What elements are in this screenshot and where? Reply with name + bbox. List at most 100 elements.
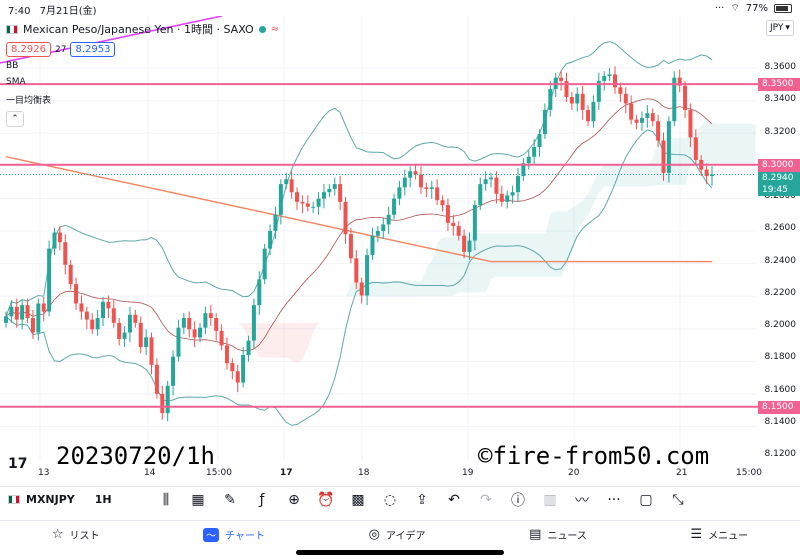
redo-icon[interactable]: ↷ (480, 491, 492, 508)
candle-body (677, 77, 682, 86)
time-axis-label: 19 (462, 468, 474, 478)
candle-body (693, 137, 698, 160)
toolbar-interval[interactable]: 1H (94, 493, 112, 506)
ichimoku-cloud (399, 280, 406, 297)
tab-chart[interactable]: 〜 チャート (203, 527, 265, 542)
chart-legend: Mexican Peso/Japanese Yen · 1時間 · SAXO ≈… (6, 22, 279, 127)
candle-body (203, 313, 208, 328)
tab-news[interactable]: ▤ ニュース (529, 527, 587, 542)
candle-body (424, 187, 429, 189)
candle-body (645, 113, 650, 119)
star-icon: ☆ (51, 527, 64, 542)
grid-layout-icon[interactable]: ▩ (351, 491, 365, 508)
ichimoku-cloud (426, 259, 433, 297)
candle-body (214, 318, 219, 331)
time-axis-label: 18 (358, 468, 370, 478)
currency-select[interactable]: JPY ▾ (766, 20, 794, 36)
ichimoku-cloud (313, 322, 320, 331)
buy-price-button[interactable]: 8.2953 (70, 42, 116, 57)
spread-value: 27 (55, 44, 67, 55)
candle-body (20, 305, 25, 320)
candle-body (117, 322, 122, 339)
ichimoku-cloud (496, 233, 503, 277)
tab-list[interactable]: ☆ リスト (52, 527, 100, 542)
share-icon[interactable]: ⇪ (416, 491, 428, 508)
candle-body (262, 248, 267, 280)
collapse-legend-button[interactable]: ⌃ (6, 111, 24, 127)
price-axis-label: 8.2400 (764, 255, 797, 266)
indicator-ichimoku[interactable]: 一目均衡表 (6, 96, 52, 106)
candle-body (138, 322, 143, 348)
trade-boxes: 8.2926 27 8.2953 (6, 42, 279, 57)
add-circle-icon[interactable]: ⊕ (288, 491, 300, 508)
candle-body (41, 303, 46, 312)
candle-body (133, 314, 138, 323)
candle-body (219, 330, 224, 346)
price-axis-label: 8.1200 (764, 449, 797, 460)
time-axis-label: 15:00 (736, 468, 762, 478)
candle-body (230, 363, 235, 372)
ichimoku-cloud (707, 118, 713, 164)
current-price-tag: 8.2940 19:45 (758, 172, 800, 197)
candle-body (327, 188, 332, 193)
trend-icon[interactable]: 〰 (575, 492, 589, 509)
candle-body (300, 201, 305, 204)
bulb-icon[interactable]: ◌ (383, 491, 397, 508)
time-axis-label: 20 (568, 468, 580, 478)
candle-body (84, 311, 89, 320)
rectangle-icon[interactable]: ▢ (639, 491, 653, 508)
battery-icon (774, 4, 792, 13)
symbol-selector[interactable]: MXNJPY 1H (0, 493, 150, 506)
ichimoku-cloud (437, 237, 444, 297)
candle-body (542, 109, 547, 135)
undo-icon[interactable]: ↶ (448, 491, 460, 508)
candle-body (348, 234, 353, 259)
ichimoku-cloud (680, 138, 686, 185)
candle-body (154, 364, 159, 394)
ichimoku-cloud (717, 123, 724, 164)
ichimoku-cloud (631, 164, 638, 187)
time-axis-label: 15:00 (206, 468, 232, 478)
candle-body (462, 235, 467, 252)
candle-body (192, 329, 197, 338)
ichimoku-cloud (529, 233, 535, 277)
ichimoku-cloud (739, 123, 745, 164)
tab-ideas[interactable]: ◎ アイデア (369, 527, 426, 542)
candle-body (591, 101, 596, 122)
fx-indicator-icon[interactable]: ƒ (259, 491, 265, 508)
fullscreen-icon[interactable]: ⤡ (672, 491, 684, 508)
sell-price-button[interactable]: 8.2926 (6, 42, 51, 57)
candle-body (505, 195, 510, 202)
candle-body (704, 169, 709, 177)
ichimoku-cloud (383, 280, 390, 297)
indicator-bb[interactable]: BB (6, 61, 19, 71)
candle-type-icon[interactable]: ⫼ (162, 491, 170, 508)
ichimoku-cloud (583, 193, 589, 222)
candle-body (127, 314, 132, 333)
bar-chart-icon[interactable]: ▥ (543, 491, 557, 508)
ichimoku-cloud (308, 322, 314, 347)
candle-body (122, 332, 127, 339)
status-time-date: 7:40 7月21日(金) (8, 2, 97, 17)
candle-body (656, 121, 661, 141)
candle-body (559, 77, 564, 81)
tab-list-label: リスト (69, 531, 100, 542)
tradingview-logo-icon: 17 (8, 456, 28, 472)
price-axis-label: 8.1800 (764, 352, 797, 363)
chart-area[interactable]: Mexican Peso/Japanese Yen · 1時間 · SAXO ≈… (0, 16, 800, 478)
tab-menu[interactable]: ☰ メニュー (691, 527, 749, 542)
draw-pen-icon[interactable]: ✎ (224, 491, 236, 508)
more-icon[interactable]: ··· (607, 491, 621, 508)
tab-chart-label: チャート (225, 531, 265, 542)
candle-body (273, 214, 278, 231)
indicator-sma[interactable]: SMA (6, 77, 26, 87)
info-icon[interactable]: ⓘ (511, 492, 525, 509)
chart-canvas[interactable] (0, 16, 800, 460)
alarm-icon[interactable]: ⏰ (317, 491, 335, 508)
symbol-title: Mexican Peso/Japanese Yen · 1時間 · SAXO (23, 23, 254, 36)
ichimoku-cloud (448, 236, 454, 297)
calendar-icon[interactable]: ▦ (191, 491, 205, 508)
ichimoku-cloud (540, 233, 546, 277)
candle-body (160, 393, 165, 414)
ichimoku-cloud (518, 233, 524, 277)
